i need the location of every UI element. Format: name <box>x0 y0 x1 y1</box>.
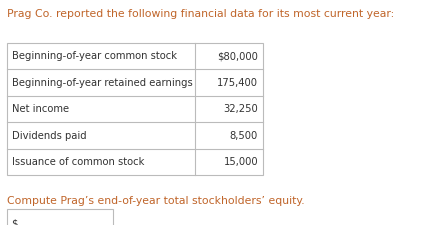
Text: Beginning-of-year retained earnings: Beginning-of-year retained earnings <box>12 78 193 88</box>
Text: $: $ <box>11 219 18 225</box>
Text: Dividends paid: Dividends paid <box>12 131 86 141</box>
Text: Compute Prag’s end-of-year total stockholders’ equity.: Compute Prag’s end-of-year total stockho… <box>7 196 304 206</box>
Text: 175,400: 175,400 <box>217 78 258 88</box>
Text: 8,500: 8,500 <box>230 131 258 141</box>
Text: Issuance of common stock: Issuance of common stock <box>12 157 144 167</box>
Text: 32,250: 32,250 <box>223 104 258 114</box>
Text: Prag Co. reported the following financial data for its most current year:: Prag Co. reported the following financia… <box>7 9 394 19</box>
Text: $80,000: $80,000 <box>217 51 258 61</box>
Text: Net income: Net income <box>12 104 69 114</box>
Text: Beginning-of-year common stock: Beginning-of-year common stock <box>12 51 177 61</box>
Text: 15,000: 15,000 <box>223 157 258 167</box>
